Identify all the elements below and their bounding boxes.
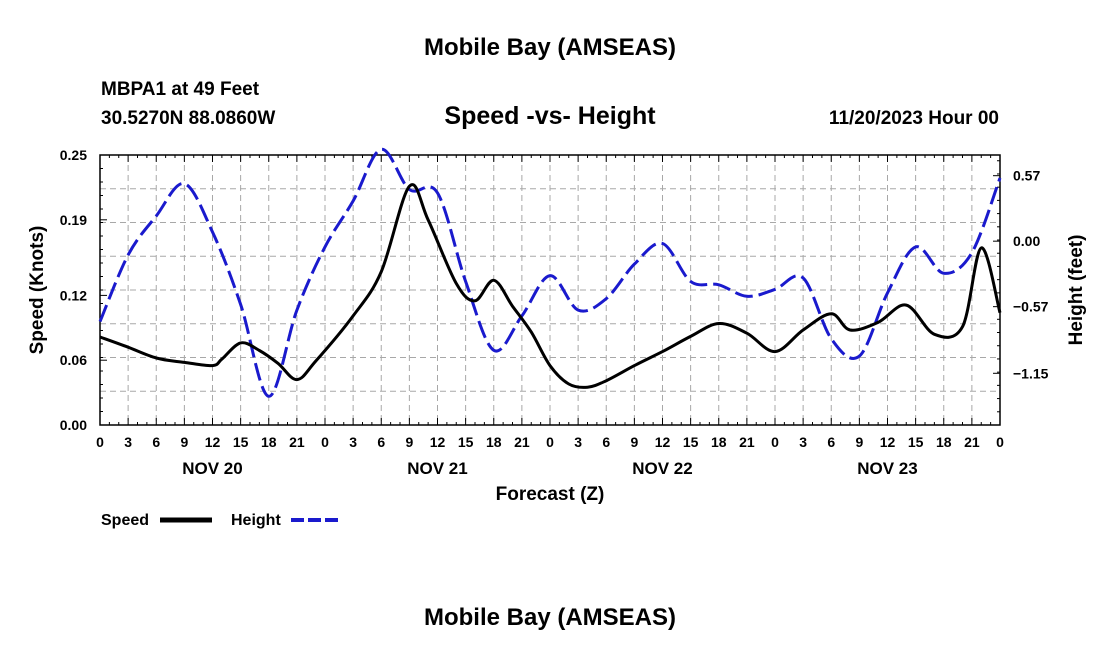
x-tick-label: 15 (458, 434, 474, 450)
x-tick-label: 18 (711, 434, 727, 450)
x-tick-label: 9 (405, 434, 413, 450)
y-tick-label: 0.25 (60, 147, 87, 163)
y2-tick-label: −0.57 (1013, 299, 1049, 315)
day-label: NOV 22 (632, 459, 692, 478)
station-label: MBPA1 at 49 Feet (101, 79, 260, 100)
y-axis-label: Speed (Knots) (27, 226, 48, 355)
chart-title: Mobile Bay (AMSEAS) (424, 34, 676, 61)
series-layer (98, 147, 1002, 398)
x-tick-label: 15 (908, 434, 924, 450)
location-label: 30.5270N 88.0860W (101, 108, 275, 129)
axes: 0 3 6 9 12 15 18 21 0 3 6 9 12 15 18 21 0 3 6 9 12 15 18 21 0 3 6 9… (60, 147, 1049, 478)
day-label: NOV 23 (857, 459, 917, 478)
legend: Speed Height (101, 512, 342, 529)
series-line-height (98, 147, 1002, 398)
x-tick-label: 12 (655, 434, 671, 450)
x-tick-label: 21 (964, 434, 980, 450)
x-tick-label: 9 (630, 434, 638, 450)
y2-axis-label: Height (feet) (1066, 235, 1087, 346)
x-tick-label: 12 (430, 434, 446, 450)
x-tick-label: 15 (233, 434, 249, 450)
x-tick-label: 0 (96, 434, 104, 450)
x-axis-label: Forecast (Z) (496, 484, 605, 505)
footer-title: Mobile Bay (AMSEAS) (424, 604, 676, 631)
x-tick-label: 21 (289, 434, 305, 450)
y-tick-label: 0.00 (60, 417, 87, 433)
x-tick-label: 15 (683, 434, 699, 450)
day-label: NOV 21 (407, 459, 467, 478)
y-tick-label: 0.06 (60, 352, 87, 368)
y2-tick-label: 0.00 (1013, 233, 1040, 249)
series-line-speed (99, 183, 1002, 389)
x-tick-label: 0 (546, 434, 554, 450)
y2-tick-label: 0.57 (1013, 168, 1040, 184)
y2-tick-label: −1.15 (1013, 365, 1049, 381)
x-tick-label: 18 (936, 434, 952, 450)
day-label: NOV 20 (182, 459, 242, 478)
y-tick-label: 0.19 (60, 212, 87, 228)
x-tick-label: 0 (771, 434, 779, 450)
x-tick-label: 9 (855, 434, 863, 450)
x-tick-label: 12 (880, 434, 896, 450)
x-tick-label: 6 (152, 434, 160, 450)
x-tick-label: 0 (996, 434, 1004, 450)
x-tick-label: 9 (180, 434, 188, 450)
x-tick-label: 6 (377, 434, 385, 450)
x-tick-label: 3 (349, 434, 357, 450)
chart-subtitle: Speed -vs- Height (444, 102, 656, 130)
x-tick-label: 18 (486, 434, 502, 450)
x-tick-label: 0 (321, 434, 329, 450)
x-tick-label: 3 (799, 434, 807, 450)
x-tick-label: 12 (205, 434, 221, 450)
legend-speed-label: Speed (101, 512, 149, 529)
x-tick-label: 21 (514, 434, 530, 450)
x-tick-label: 6 (827, 434, 835, 450)
grid-lines (100, 155, 1000, 425)
legend-height-label: Height (231, 512, 281, 529)
x-tick-label: 3 (574, 434, 582, 450)
x-tick-label: 3 (124, 434, 132, 450)
y-tick-label: 0.12 (60, 287, 87, 303)
x-tick-label: 18 (261, 434, 277, 450)
x-tick-label: 21 (739, 434, 755, 450)
x-tick-label: 6 (602, 434, 610, 450)
date-label: 11/20/2023 Hour 00 (829, 108, 999, 129)
